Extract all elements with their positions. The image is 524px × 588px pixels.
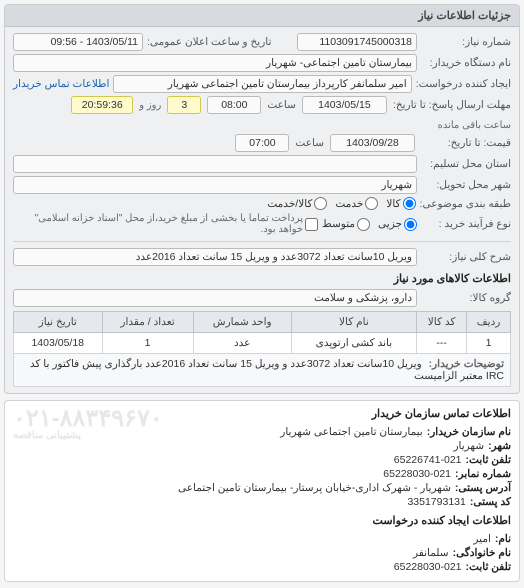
time-label-1: ساعت	[267, 99, 296, 111]
need-details-panel: جزئیات اطلاعات نیاز شماره نیاز: تاریخ و …	[4, 4, 520, 394]
radio-service[interactable]: خدمت	[335, 197, 378, 210]
device-input[interactable]	[13, 54, 417, 72]
th-name: نام کالا	[291, 312, 416, 333]
th-row: ردیف	[467, 312, 511, 333]
table-header-row: ردیف کد کالا نام کالا واحد شمارش تعداد /…	[14, 312, 511, 333]
address-line: آدرس پستی:شهریار - شهرک اداری-خیابان پرس…	[13, 482, 511, 494]
desc-label: توضیحات خریدار:	[429, 358, 504, 370]
divider-1	[13, 241, 511, 242]
panel-title: جزئیات اطلاعات نیاز	[5, 5, 519, 27]
cell-row: 1	[467, 333, 511, 354]
reply-deadline-time[interactable]	[207, 96, 261, 114]
subject-radio-group: کالا خدمت کالا/خدمت	[267, 197, 415, 210]
public-datetime-input[interactable]	[13, 33, 143, 51]
need-title-input[interactable]	[13, 248, 417, 266]
price-valid-date[interactable]	[330, 134, 415, 152]
group-label: گروه کالا:	[421, 292, 511, 304]
treasury-checkbox[interactable]: پرداخت تماما یا بخشی از مبلغ خرید،از محل…	[13, 213, 318, 235]
price-valid-label: قیمت: تا تاریخ:	[421, 137, 511, 149]
org-line: نام سازمان خریدار:بیمارستان تامین اجتماع…	[13, 426, 511, 438]
phone2-line: تلفن ثابت:021-65228030	[13, 561, 511, 573]
th-date: تاریخ نیاز	[14, 312, 103, 333]
cell-code: ---	[417, 333, 467, 354]
buyer-contact-section: ۰۲۱-۸۸۳۴۹۶۷۰ پشتیبانی مناقصه اطلاعات تما…	[4, 400, 520, 582]
price-valid-time[interactable]	[235, 134, 289, 152]
items-table: ردیف کد کالا نام کالا واحد شمارش تعداد /…	[13, 311, 511, 354]
city-line: شهر:شهریار	[13, 440, 511, 452]
purchase-type-label: نوع فرآیند خرید :	[421, 218, 511, 230]
cell-qty: 1	[102, 333, 193, 354]
name-line: نام:امیر	[13, 533, 511, 545]
th-code: کد کالا	[417, 312, 467, 333]
public-datetime-label: تاریخ و ساعت اعلان عمومی:	[147, 36, 271, 48]
radio-gross[interactable]: جزیی	[378, 218, 417, 231]
radio-mid[interactable]: متوسط	[322, 218, 370, 231]
time-label-2: ساعت	[295, 137, 324, 149]
group-input[interactable]	[13, 289, 417, 307]
th-qty: تعداد / مقدار	[102, 312, 193, 333]
delivery-city-input[interactable]	[13, 176, 417, 194]
buyer-contact-link[interactable]: اطلاعات تماس خریدار	[13, 78, 109, 90]
phone-line: تلفن ثابت:021-65226741	[13, 454, 511, 466]
cell-unit: عدد	[193, 333, 291, 354]
delivery-city-label: شهر محل تحویل:	[421, 179, 511, 191]
need-title-label: شرح کلی نیاز:	[421, 251, 511, 263]
report-label: استان محل تسلیم:	[421, 158, 511, 170]
buyer-desc-row: توضیحات خریدار: ویریل 10سانت تعداد 3072ع…	[13, 353, 511, 387]
radio-goods-service[interactable]: کالا/خدمت	[267, 197, 327, 210]
cell-date: 1403/05/18	[14, 333, 103, 354]
cell-name: باند کشی ارتوپدی	[291, 333, 416, 354]
postal-line: کد پستی:3351793131	[13, 496, 511, 508]
reply-deadline-label: مهلت ارسال پاسخ: تا تاریخ:	[393, 99, 511, 111]
th-unit: واحد شمارش	[193, 312, 291, 333]
report-input[interactable]	[13, 155, 417, 173]
request-no-label: شماره نیاز:	[421, 36, 511, 48]
creator-label: ایجاد کننده درخواست:	[416, 78, 511, 90]
days-label: روز و	[139, 100, 161, 111]
device-label: نام دستگاه خریدار:	[421, 57, 511, 69]
reply-deadline-date[interactable]	[302, 96, 387, 114]
items-section-title: اطلاعات کالاهای مورد نیاز	[13, 272, 511, 285]
time-remaining[interactable]	[71, 96, 133, 114]
fax-line: شماره نمابر:021-65228030	[13, 468, 511, 480]
days-remaining[interactable]	[167, 96, 201, 114]
purchase-type-group: جزیی متوسط	[322, 218, 417, 231]
creator-input[interactable]	[113, 75, 411, 93]
request-no-input[interactable]	[297, 33, 417, 51]
radio-goods[interactable]: کالا	[386, 197, 415, 210]
subject-group-label: طبقه بندی موضوعی:	[420, 198, 511, 210]
contact-section-title: اطلاعات تماس سازمان خریدار	[13, 407, 511, 420]
table-row[interactable]: 1 --- باند کشی ارتوپدی عدد 1 1403/05/18	[14, 333, 511, 354]
lastname-line: نام خانوادگی:سلمانفر	[13, 547, 511, 559]
remain-label: ساعت باقی مانده	[438, 120, 511, 131]
creator-title: اطلاعات ایجاد کننده درخواست	[13, 514, 511, 527]
